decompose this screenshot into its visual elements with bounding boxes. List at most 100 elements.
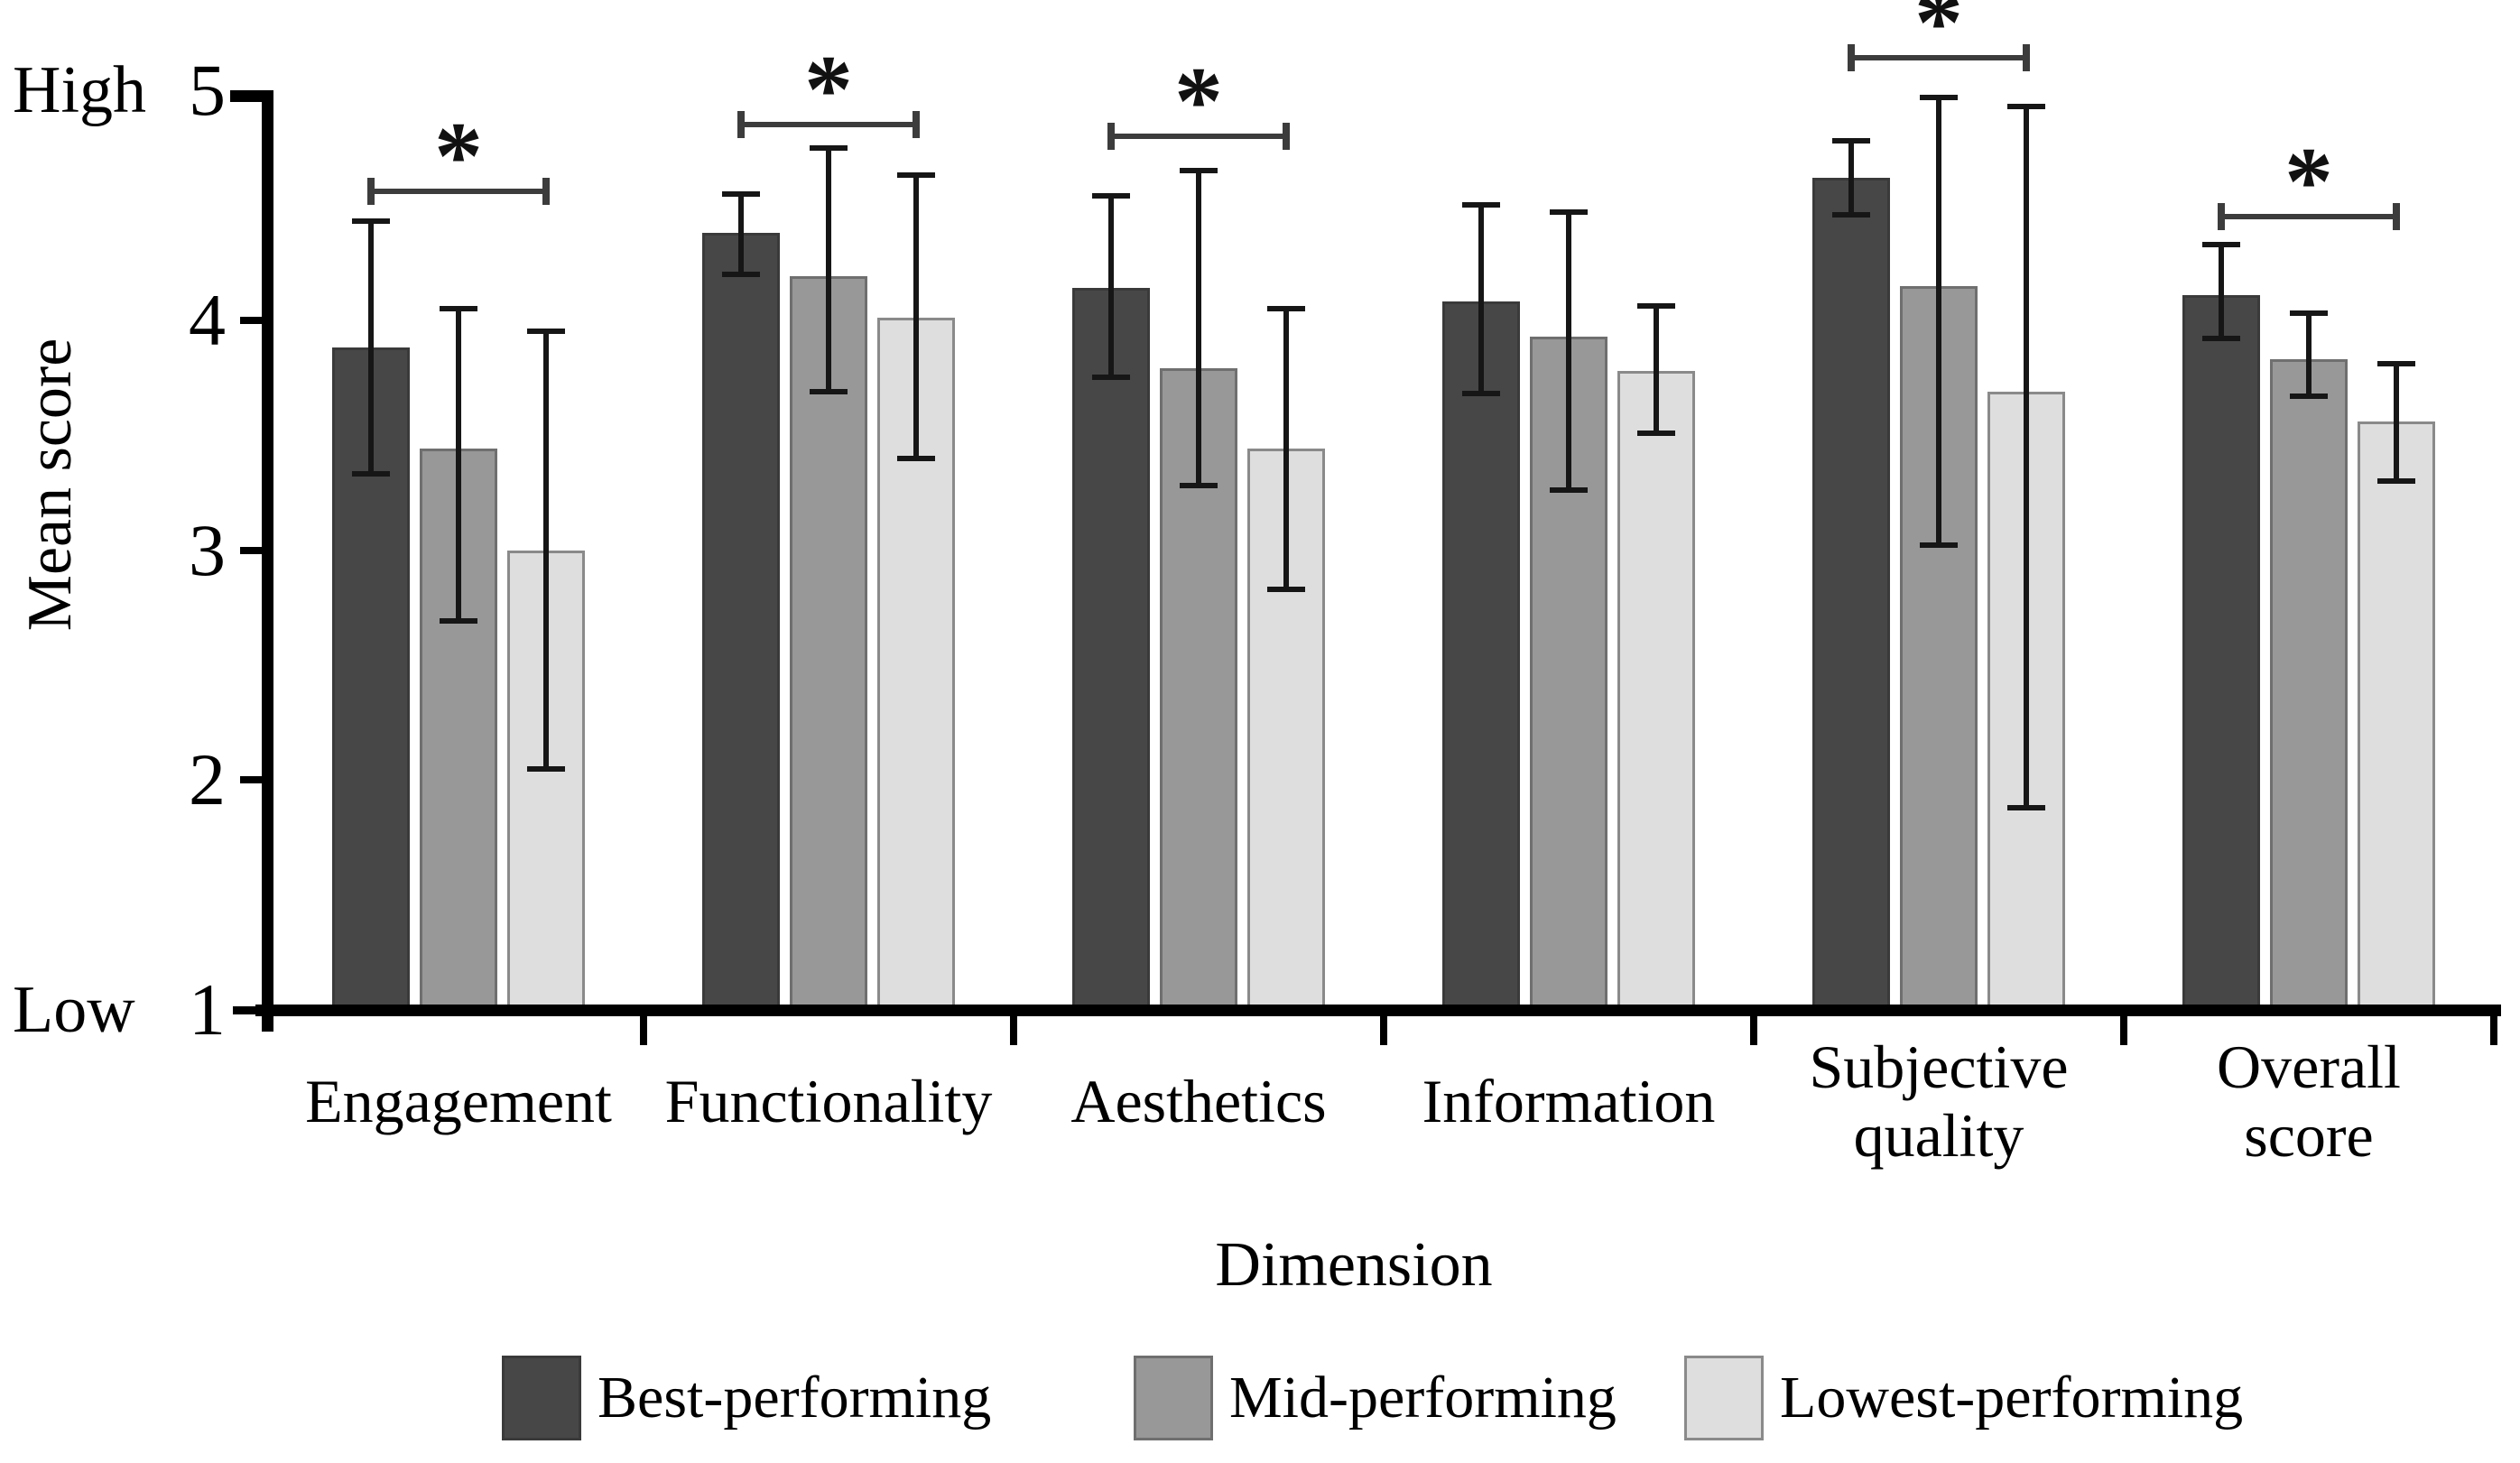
y-tick-1	[233, 1006, 273, 1014]
y-axis-line	[262, 90, 273, 1032]
error-cap-top	[1092, 193, 1130, 199]
bar	[1072, 288, 1150, 1015]
error-cap-bottom	[1267, 586, 1305, 592]
error-bar	[2024, 106, 2029, 808]
error-cap-top	[352, 218, 390, 225]
error-cap-bottom	[810, 388, 848, 394]
error-cap-top	[1637, 303, 1675, 310]
y-tick-label: 5	[189, 49, 226, 131]
legend-label: Mid-performing	[1229, 1365, 1617, 1431]
bar	[2182, 294, 2260, 1015]
error-cap-top	[810, 144, 848, 151]
error-cap-top	[2377, 361, 2415, 367]
y-axis-low-label: Low	[13, 973, 135, 1047]
y-tick-label: 1	[189, 968, 226, 1051]
y-axis-top-tick	[230, 90, 273, 102]
error-bar	[738, 193, 744, 274]
x-tick	[1380, 1014, 1387, 1045]
bar	[1812, 177, 1890, 1015]
legend-label: Lowest-performing	[1780, 1365, 2244, 1431]
y-tick-label: 2	[189, 738, 226, 821]
error-cap-bottom	[1920, 542, 1958, 549]
error-bar	[1196, 171, 1201, 486]
error-cap-bottom	[352, 471, 390, 477]
error-cap-bottom	[1637, 430, 1675, 436]
sig-bracket-cap-left	[2218, 203, 2225, 231]
error-bar	[2306, 313, 2312, 396]
error-bar	[456, 309, 461, 622]
error-cap-top	[527, 329, 565, 335]
error-cap-top	[2290, 310, 2328, 317]
error-bar	[1936, 97, 1941, 546]
error-cap-top	[2007, 103, 2045, 109]
bar	[1530, 336, 1607, 1015]
error-bar	[913, 175, 919, 458]
error-cap-top	[897, 172, 935, 179]
error-cap-bottom	[722, 271, 760, 277]
bar	[790, 276, 867, 1015]
sig-asterisk: *	[1174, 47, 1223, 155]
bar	[1617, 370, 1695, 1015]
x-tick	[2120, 1014, 2127, 1045]
sig-bracket-cap-right	[2393, 203, 2400, 231]
sig-bracket-cap-right	[542, 178, 550, 206]
error-bar	[2219, 244, 2224, 339]
bar	[2358, 421, 2435, 1015]
sig-bracket-line	[371, 189, 546, 195]
error-cap-bottom	[2377, 478, 2415, 485]
error-bar	[543, 331, 549, 769]
category-label: Aesthetics	[1070, 1066, 1327, 1135]
sig-bracket-line	[1851, 55, 2026, 61]
error-cap-top	[722, 190, 760, 197]
error-cap-top	[1267, 306, 1305, 311]
x-axis-line	[255, 1005, 2501, 1016]
sig-bracket-line	[1111, 133, 1286, 139]
error-bar	[1283, 309, 1289, 589]
sig-bracket-cap-right	[1283, 122, 1290, 150]
sig-bracket-cap-right	[2023, 44, 2030, 72]
error-cap-top	[1180, 168, 1218, 174]
category-label: Information	[1422, 1066, 1716, 1135]
error-cap-bottom	[527, 765, 565, 772]
error-cap-bottom	[897, 455, 935, 461]
sig-asterisk: *	[2284, 128, 2333, 236]
error-cap-bottom	[1180, 483, 1218, 489]
error-bar	[1566, 212, 1571, 491]
error-bar	[1478, 205, 1484, 394]
sig-bracket-line	[2221, 214, 2396, 220]
error-bar	[1848, 141, 1854, 215]
sig-asterisk: *	[1914, 0, 1963, 78]
x-tick	[640, 1014, 647, 1045]
error-cap-top	[2202, 241, 2240, 247]
sig-asterisk: *	[434, 103, 483, 211]
y-tick-label: 4	[189, 278, 226, 361]
y-tick	[240, 316, 273, 324]
error-cap-bottom	[1462, 391, 1500, 397]
bar	[702, 232, 780, 1015]
x-tick	[2490, 1014, 2497, 1045]
error-cap-top	[1920, 94, 1958, 100]
error-cap-top	[1832, 138, 1870, 144]
error-bar	[368, 221, 374, 475]
error-cap-bottom	[1550, 487, 1588, 494]
sig-bracket-cap-left	[737, 111, 745, 139]
error-bar	[1108, 196, 1114, 378]
error-bar	[1654, 306, 1659, 433]
y-axis-high-label: High	[13, 53, 146, 127]
error-cap-bottom	[2007, 804, 2045, 810]
x-axis-title: Dimension	[1215, 1230, 1493, 1300]
error-cap-bottom	[440, 618, 477, 625]
sig-asterisk: *	[804, 36, 853, 144]
sig-bracket-cap-left	[1107, 122, 1115, 150]
error-cap-bottom	[2202, 336, 2240, 342]
sig-bracket-cap-right	[913, 111, 920, 139]
error-bar	[2394, 364, 2399, 482]
error-cap-bottom	[2290, 393, 2328, 399]
error-cap-bottom	[1092, 375, 1130, 381]
sig-bracket-cap-left	[367, 178, 375, 206]
legend-swatch	[1134, 1356, 1213, 1440]
legend-swatch	[1684, 1356, 1764, 1440]
error-cap-top	[1462, 202, 1500, 208]
error-cap-top	[1550, 209, 1588, 216]
